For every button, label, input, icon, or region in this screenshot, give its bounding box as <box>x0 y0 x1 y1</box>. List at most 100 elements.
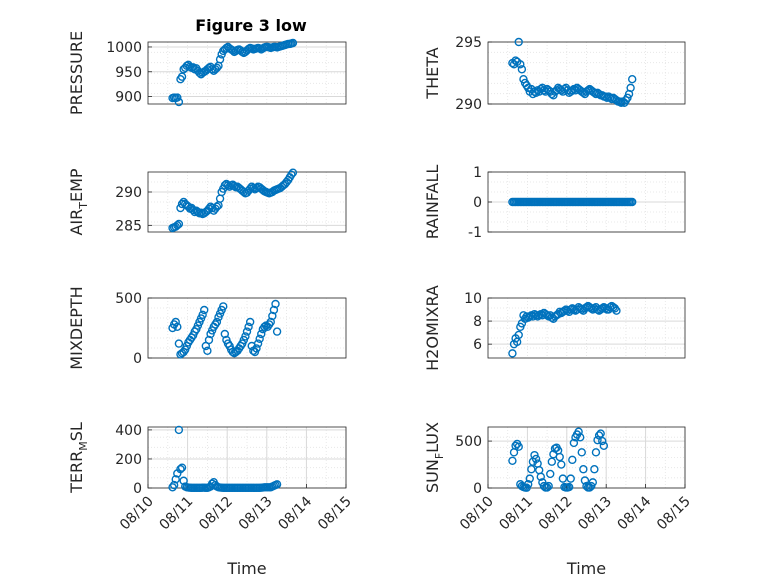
sun-flux-series <box>508 427 609 492</box>
data-point <box>198 310 207 319</box>
data-point <box>514 37 523 47</box>
data-point <box>174 339 184 348</box>
terr-msl-xlabel: Time <box>226 559 266 578</box>
data-point <box>628 197 637 207</box>
pressure-axes-box <box>147 41 347 105</box>
data-point <box>542 483 552 492</box>
data-point <box>616 98 626 107</box>
data-point <box>628 74 637 84</box>
data-point <box>253 339 263 348</box>
data-point <box>598 436 607 446</box>
data-point <box>514 442 523 451</box>
y-tick-label: 400 <box>115 423 142 439</box>
y-tick-label: 6 <box>473 337 482 353</box>
x-tick-label: 08/14 <box>615 493 655 533</box>
terr-msl-ylabel: TERRMSL <box>67 422 90 494</box>
data-point <box>523 480 533 489</box>
theta-subplot: 290 295 THETA <box>423 35 686 113</box>
air-temp-axes-box <box>147 171 347 233</box>
rainfall-axes-box <box>487 171 686 233</box>
air-temp-series <box>168 168 298 233</box>
data-point <box>626 83 635 93</box>
mixdepth-subplot: 0 500 MIXDEPTH <box>67 286 347 370</box>
data-point <box>590 465 599 474</box>
data-point <box>516 60 525 69</box>
data-point <box>200 305 209 315</box>
data-point <box>179 476 188 485</box>
y-tick-label: 1000 <box>106 40 142 56</box>
data-point <box>599 441 609 450</box>
h2omixra-ylabel: H2OMIXRA <box>423 285 442 371</box>
theta-series <box>508 37 637 107</box>
data-point <box>536 472 545 481</box>
data-point <box>591 448 601 457</box>
data-point <box>271 299 280 309</box>
data-point <box>580 476 590 485</box>
data-point <box>588 478 598 487</box>
data-point <box>228 347 237 357</box>
data-point <box>587 481 596 491</box>
data-point <box>546 469 555 479</box>
data-point <box>288 38 298 48</box>
data-point <box>542 311 552 320</box>
theta-axes-box <box>487 41 686 105</box>
x-tick-label: 08/13 <box>236 494 276 534</box>
y-tick-label: 0 <box>473 195 482 211</box>
data-point <box>564 482 574 492</box>
data-point <box>605 303 615 312</box>
data-point <box>173 221 182 230</box>
y-tick-label: 295 <box>455 35 482 51</box>
data-point <box>174 425 184 435</box>
data-point <box>531 454 541 464</box>
y-tick-label: -1 <box>468 225 482 241</box>
mixdepth-ylabel: MIXDEPTH <box>67 286 86 369</box>
y-tick-label: 8 <box>473 314 482 330</box>
data-point <box>215 55 225 64</box>
figure-title: Figure 3 low <box>195 16 307 35</box>
y-tick-label: 0 <box>133 351 142 367</box>
y-tick-label: 1 <box>473 165 482 181</box>
data-point <box>547 457 557 466</box>
h2omixra-series <box>508 301 621 358</box>
terr-msl-subplot: 0 200 400 08/10 08/11 08/12 08/13 08/14 08/15 TER… <box>67 422 355 578</box>
data-point <box>525 474 534 483</box>
data-point <box>575 433 585 442</box>
data-point <box>260 322 269 331</box>
data-point <box>242 327 252 336</box>
data-point <box>557 460 566 469</box>
x-tick-label: 08/10 <box>457 494 497 534</box>
data-point <box>173 93 182 102</box>
y-tick-label: 200 <box>115 452 142 468</box>
rainfall-ylabel: RAINFALL <box>423 165 442 240</box>
data-point <box>176 464 185 474</box>
data-point <box>517 65 527 74</box>
x-tick-label: 08/14 <box>275 493 315 533</box>
data-point <box>174 219 184 229</box>
data-point <box>171 317 180 327</box>
theta-ylabel: THETA <box>423 47 442 99</box>
x-tick-label: 08/15 <box>654 494 694 534</box>
data-point <box>245 317 255 327</box>
data-point <box>169 480 179 490</box>
terr-msl-series <box>168 425 282 493</box>
rainfall-series <box>508 197 637 207</box>
data-point <box>212 202 222 211</box>
data-point <box>177 463 187 472</box>
air-temp-ylabel: AIRTEMP <box>67 168 90 235</box>
data-point <box>241 332 250 341</box>
data-point <box>219 302 228 311</box>
data-point <box>508 349 517 358</box>
data-point <box>544 481 553 491</box>
x-tick-label: 08/13 <box>575 494 615 534</box>
data-point <box>212 317 222 327</box>
data-point <box>177 72 187 81</box>
x-tick-label: 08/11 <box>157 494 197 534</box>
y-tick-label: 285 <box>115 218 142 234</box>
data-point <box>596 429 605 438</box>
pressure-ylabel: PRESSURE <box>67 31 86 115</box>
air-temp-subplot: 285 290 AIRTEMP <box>67 168 347 236</box>
y-tick-label: 290 <box>455 97 482 113</box>
data-point <box>558 474 568 483</box>
data-point <box>272 327 282 336</box>
